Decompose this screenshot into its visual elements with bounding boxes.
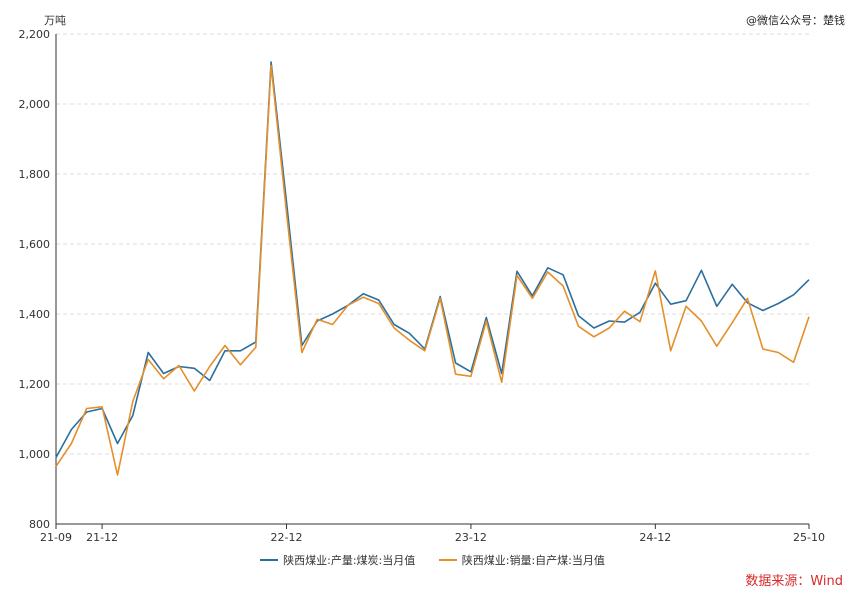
chart-axes: 800 1,000 1,200 1,400 1,600 1,800 2,000 2,200 21… xyxy=(19,28,825,544)
legend-swatch-series-2 xyxy=(438,559,457,561)
legend-item-series-2[interactable]: 陕西煤业:销量:自产煤:当月值 xyxy=(438,552,605,568)
data-source-label: 数据来源：Wind xyxy=(745,574,843,589)
y-tick-label: 1,200 xyxy=(19,378,51,391)
legend-label-series-1: 陕西煤业:产量:煤炭:当月值 xyxy=(283,554,416,567)
y-tick-label: 2,200 xyxy=(19,28,51,41)
y-tick-label: 800 xyxy=(29,518,50,531)
x-tick-label: 24-12 xyxy=(639,531,671,544)
chart-lines xyxy=(55,61,810,476)
x-tick-label: 21-12 xyxy=(86,531,118,544)
y-tick-label: 1,800 xyxy=(19,168,51,181)
legend-swatch-series-1 xyxy=(260,559,279,561)
y-tick-label: 1,400 xyxy=(19,308,51,321)
series-line-2 xyxy=(55,64,810,476)
y-tick-label: 1,600 xyxy=(19,238,51,251)
legend-item-series-1[interactable]: 陕西煤业:产量:煤炭:当月值 xyxy=(260,552,415,568)
chart-grid xyxy=(56,33,809,455)
y-tick-label: 2,000 xyxy=(19,98,51,111)
legend-label-series-2: 陕西煤业:销量:自产煤:当月值 xyxy=(461,554,605,567)
x-tick-label: 25-10 xyxy=(793,531,825,544)
y-tick-label: 1,000 xyxy=(19,448,51,461)
watermark-text: @微信公众号：楚钱 xyxy=(746,14,845,27)
chart-legend: 陕西煤业:产量:煤炭:当月值 陕西煤业:销量:自产煤:当月值 xyxy=(0,551,865,568)
x-tick-label: 22-12 xyxy=(271,531,303,544)
x-tick-label: 23-12 xyxy=(455,531,487,544)
series-line-1 xyxy=(55,61,810,458)
y-axis-unit-label: 万吨 xyxy=(44,14,66,27)
x-tick-label: 21-09 xyxy=(40,531,72,544)
